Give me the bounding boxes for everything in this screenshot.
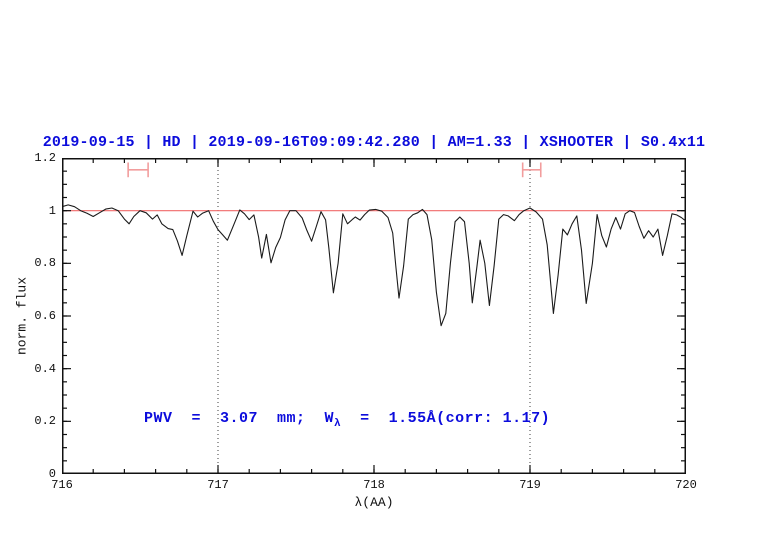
pwv-annotation: PWV = 3.07 mm; Wλ = 1.55Å(corr: 1.17)	[144, 410, 550, 430]
x-tick-label-717: 717	[207, 478, 229, 492]
x-tick-label-720: 720	[675, 478, 697, 492]
pwv-annotation-subscript: λ	[334, 418, 342, 430]
x-axis-title: λ(AA)	[354, 495, 394, 510]
y-tick-label-0: 0	[48, 467, 56, 481]
spectrum-plot: PWV = 3.07 mm; Wλ = 1.55Å(corr: 1.17)	[62, 158, 686, 474]
spectrum-line	[62, 204, 686, 327]
y-tick-label-0.8: 0.8	[34, 256, 56, 271]
y-tick-label-1.2: 1.2	[34, 151, 56, 165]
x-tick-label-718: 718	[363, 478, 385, 492]
axis-ticks	[62, 158, 686, 474]
y-tick-label-1: 1	[48, 203, 56, 218]
y-tick-label-0.6: 0.6	[34, 309, 56, 323]
observation-title: 2019-09-15 | HD | 2019-09-16T09:09:42.28…	[42, 134, 706, 151]
spectrum-chart-svg	[62, 158, 686, 474]
x-tick-label-716: 716	[51, 478, 73, 492]
y-tick-label-0.2: 0.2	[34, 414, 56, 429]
x-tick-label-719: 719	[519, 478, 541, 492]
range-marker-2	[521, 162, 542, 178]
y-tick-label-0.4: 0.4	[34, 361, 56, 376]
range-marker-1	[127, 162, 149, 178]
pwv-annotation-pre: PWV = 3.07 mm; W	[144, 410, 335, 427]
pwv-annotation-post: = 1.55Å(corr: 1.17)	[341, 410, 551, 427]
